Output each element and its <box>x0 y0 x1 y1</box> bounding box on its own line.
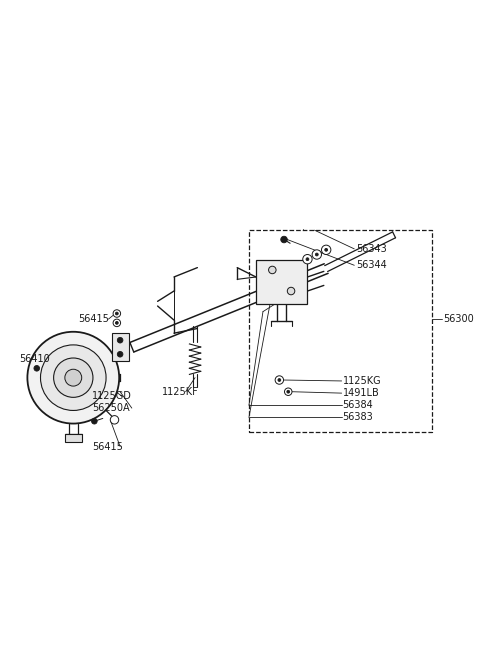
Circle shape <box>115 312 118 315</box>
Circle shape <box>322 245 331 254</box>
Circle shape <box>315 253 318 256</box>
Circle shape <box>27 332 119 424</box>
Text: 56384: 56384 <box>343 400 373 411</box>
Circle shape <box>113 319 120 327</box>
Circle shape <box>325 248 327 251</box>
Circle shape <box>281 237 288 243</box>
Text: 56343: 56343 <box>357 244 387 254</box>
Circle shape <box>303 254 312 264</box>
Circle shape <box>92 419 97 424</box>
Bar <box>249 230 432 432</box>
Circle shape <box>117 351 123 357</box>
Text: 56344: 56344 <box>357 260 387 270</box>
Circle shape <box>115 321 118 325</box>
Circle shape <box>287 390 289 393</box>
Circle shape <box>288 287 295 295</box>
Circle shape <box>54 358 93 397</box>
Circle shape <box>285 388 292 396</box>
Circle shape <box>275 376 284 384</box>
Circle shape <box>40 345 106 411</box>
Bar <box>112 333 129 361</box>
Text: 56250A: 56250A <box>92 403 130 413</box>
Text: 56415: 56415 <box>92 442 123 451</box>
Text: 1125KF: 1125KF <box>162 387 199 397</box>
Text: 56383: 56383 <box>343 413 373 422</box>
Text: 1125GD: 1125GD <box>92 392 132 401</box>
Circle shape <box>278 378 281 382</box>
Text: 1491LB: 1491LB <box>343 388 379 398</box>
Circle shape <box>269 266 276 274</box>
Bar <box>256 260 308 304</box>
Circle shape <box>113 309 120 317</box>
Circle shape <box>117 338 123 343</box>
Circle shape <box>312 250 322 260</box>
Circle shape <box>306 258 309 261</box>
Text: 1125KG: 1125KG <box>343 376 381 386</box>
Text: 56415: 56415 <box>78 314 109 324</box>
Bar <box>65 434 82 442</box>
Circle shape <box>110 416 119 424</box>
Circle shape <box>65 369 82 386</box>
Circle shape <box>34 365 39 371</box>
Text: 56410: 56410 <box>19 354 50 364</box>
Text: 56300: 56300 <box>443 314 474 324</box>
